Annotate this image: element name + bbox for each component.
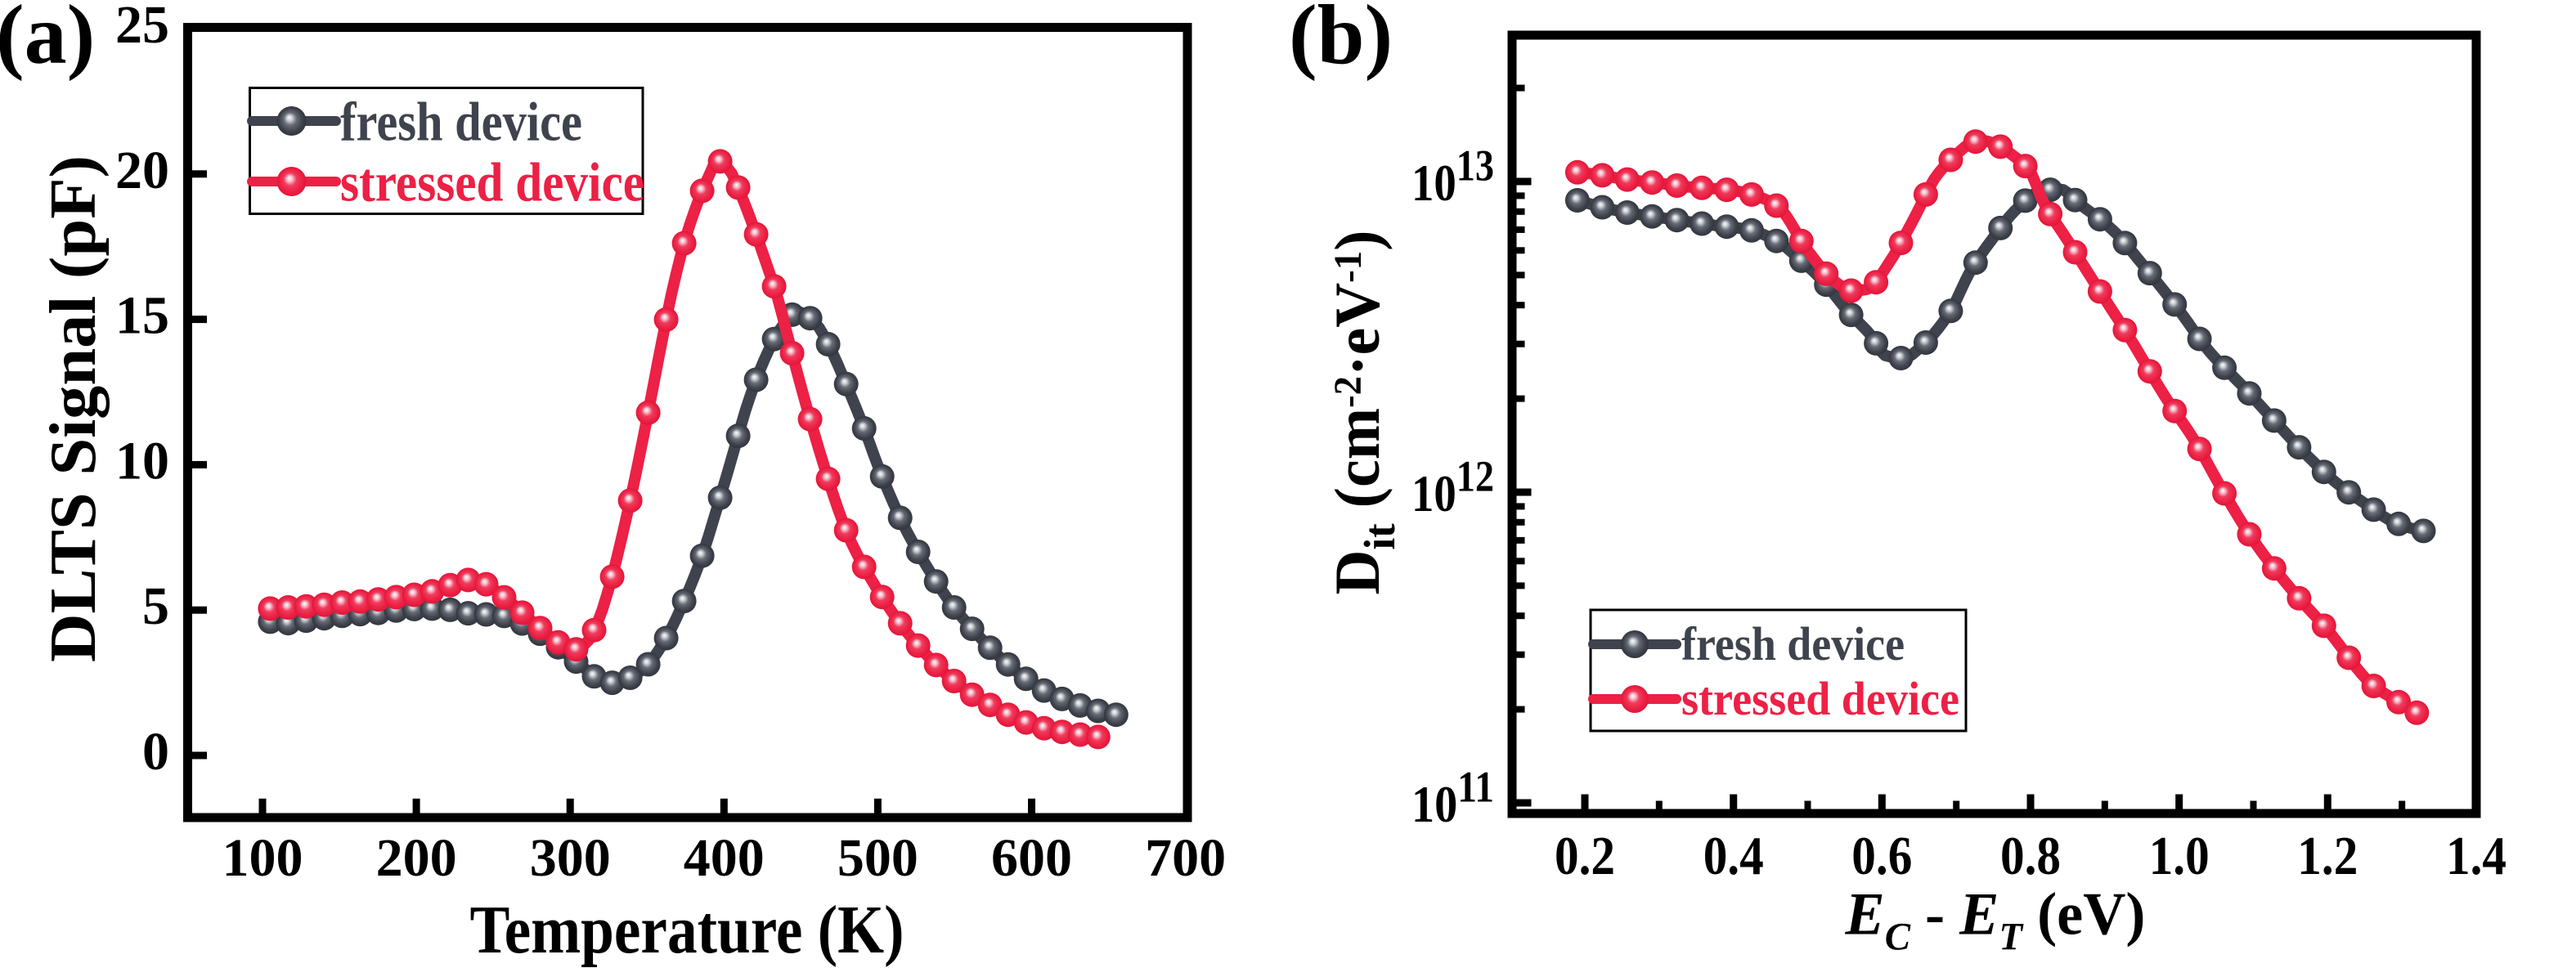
- svg-text:0.2: 0.2: [1555, 826, 1615, 886]
- svg-text:fresh device: fresh device: [1681, 617, 1905, 670]
- svg-text:stressed device: stressed device: [340, 151, 644, 213]
- svg-text:fresh device: fresh device: [340, 91, 582, 153]
- svg-text:20: 20: [115, 141, 169, 200]
- svg-text:DLTS Signal (pF): DLTS Signal (pF): [38, 155, 110, 662]
- svg-text:1.2: 1.2: [2297, 826, 2358, 886]
- svg-text:0.4: 0.4: [1703, 826, 1764, 886]
- svg-text:0.6: 0.6: [1851, 826, 1912, 886]
- svg-text:100: 100: [222, 828, 303, 888]
- svg-text:300: 300: [530, 828, 611, 888]
- svg-text:500: 500: [837, 828, 918, 888]
- svg-text:stressed device: stressed device: [1681, 672, 1959, 725]
- svg-text:Temperature (K): Temperature (K): [470, 892, 904, 968]
- svg-text:0: 0: [142, 722, 169, 782]
- svg-text:(a): (a): [0, 0, 95, 82]
- svg-text:EC - ET (eV): EC - ET (eV): [1845, 881, 2146, 959]
- svg-text:25: 25: [115, 0, 169, 55]
- svg-text:600: 600: [991, 828, 1072, 888]
- svg-text:15: 15: [115, 286, 169, 346]
- svg-text:400: 400: [684, 828, 765, 888]
- svg-text:200: 200: [376, 828, 457, 888]
- svg-text:10: 10: [115, 431, 169, 491]
- svg-text:5: 5: [142, 576, 169, 636]
- svg-text:(b): (b): [1289, 0, 1393, 82]
- svg-text:0.8: 0.8: [2000, 826, 2061, 886]
- svg-text:1.4: 1.4: [2446, 826, 2506, 886]
- svg-text:700: 700: [1145, 828, 1226, 888]
- svg-text:1.0: 1.0: [2149, 826, 2210, 886]
